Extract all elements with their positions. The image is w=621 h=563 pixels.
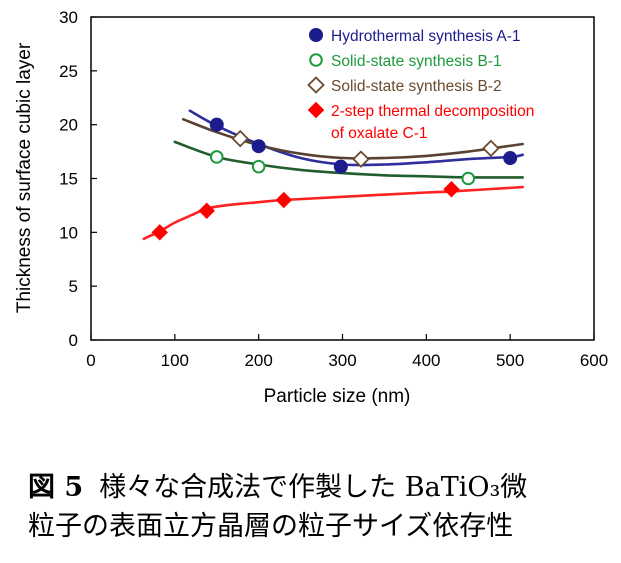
series-4-point xyxy=(198,202,215,220)
y-axis-label: Thickness of surface cubic layer xyxy=(14,42,35,313)
y-tick-label: 20 xyxy=(59,116,78,135)
chart: 0 100 200 300 400 500 600 0 5 10 15 20 25 30 Hydrothe… xyxy=(14,8,608,407)
x-axis-label: Particle size (nm) xyxy=(264,386,411,407)
series-4-point xyxy=(151,224,168,241)
x-tick-label: 100 xyxy=(161,351,189,370)
legend: Hydrothermal synthesis A-1 Solid-state sy… xyxy=(307,28,534,142)
y-tick-label: 30 xyxy=(59,8,78,27)
x-tick-label: 500 xyxy=(496,351,524,370)
y-tick-label: 25 xyxy=(59,62,78,81)
data-points xyxy=(151,117,518,241)
caption-line-2: 粒子の表面立方晶層の粒子サイズ依存性 xyxy=(28,511,514,542)
legend-label-4: 2-step thermal decomposition xyxy=(331,103,534,120)
legend-marker-4 xyxy=(307,101,325,119)
x-tick-label: 600 xyxy=(580,351,608,370)
y-tick-label: 0 xyxy=(69,331,78,350)
caption-line-1: 様々な合成法で作製した BaTiO₃微 xyxy=(99,472,528,503)
series-2-point xyxy=(209,150,224,164)
figure-caption: 図 5 様々な合成法で作製した BaTiO₃微 粒子の表面立方晶層の粒子サイズ依存… xyxy=(28,468,618,546)
series-1-point xyxy=(251,139,266,154)
series-4-fit-line xyxy=(142,185,524,241)
series-4-point xyxy=(443,181,460,198)
x-tick-label: 200 xyxy=(244,351,272,370)
x-tick-label: 300 xyxy=(328,351,356,370)
legend-marker-3 xyxy=(307,76,325,94)
y-tick-label: 15 xyxy=(59,170,78,189)
legend-label-2: Solid-state synthesis B-1 xyxy=(331,53,502,70)
y-tick-label: 5 xyxy=(69,277,78,296)
series-3-point xyxy=(482,139,500,158)
series-1-point xyxy=(333,159,348,174)
legend-label-1: Hydrothermal synthesis A-1 xyxy=(331,28,521,45)
series-4-point xyxy=(275,191,293,209)
series-3-point xyxy=(231,129,249,148)
series-1-point xyxy=(209,117,224,132)
caption-figure-label: 図 5 xyxy=(28,472,84,503)
legend-label-4: of oxalate C-1 xyxy=(331,125,428,142)
x-tick-label: 400 xyxy=(412,351,440,370)
axes: 0 100 200 300 400 500 600 0 5 10 15 20 25 30 xyxy=(59,8,608,370)
y-tick-label: 10 xyxy=(59,223,78,242)
legend-marker-2 xyxy=(309,53,323,67)
series-3-fit-line xyxy=(181,118,524,160)
legend-marker-1 xyxy=(309,28,323,42)
legend-label-3: Solid-state synthesis B-2 xyxy=(331,78,502,95)
series-3-point xyxy=(352,150,370,168)
series-2-point xyxy=(251,159,266,174)
x-tick-label: 0 xyxy=(86,351,95,370)
series-2-point xyxy=(461,171,476,186)
series-1-point xyxy=(503,151,518,166)
